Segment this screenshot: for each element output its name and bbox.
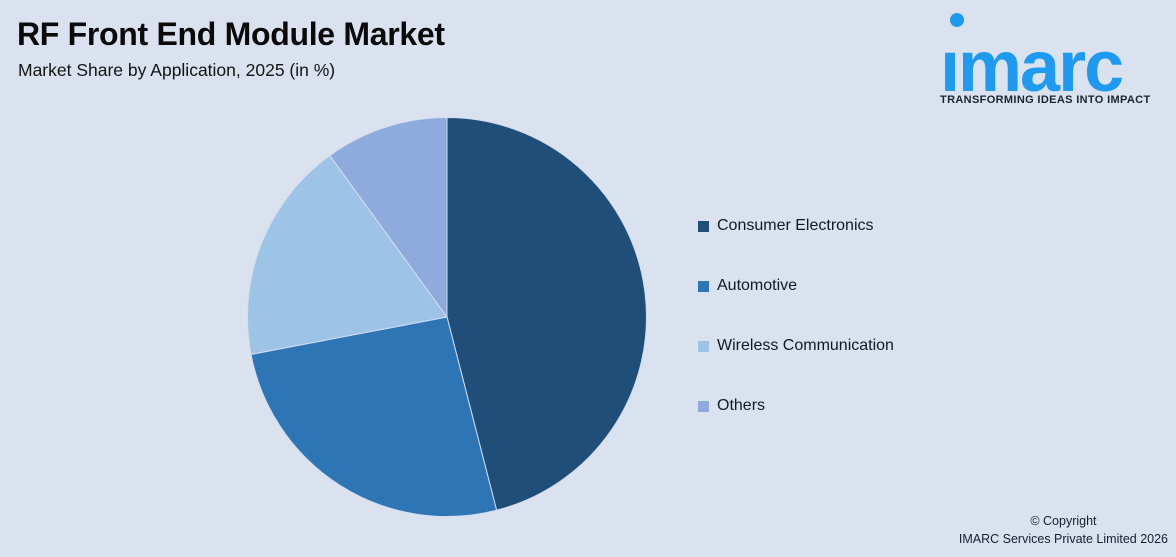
legend-swatch-icon: [698, 220, 709, 232]
legend-item-others: Others: [698, 396, 894, 416]
legend-item-wireless-communication: Wireless Communication: [698, 336, 894, 356]
pie-chart: [247, 116, 647, 517]
legend-label: Automotive: [717, 277, 798, 294]
pie-slice-consumer-electronics: [446, 116, 647, 511]
pie-chart-container: [247, 116, 647, 517]
copyright-line1: © Copyright: [1030, 513, 1097, 528]
legend-item-automotive: Automotive: [698, 276, 894, 296]
imarc-logo: ımarc TRANSFORMING IDEAS INTO IMPACT: [938, 6, 1170, 112]
legend-item-consumer-electronics: Consumer Electronics: [698, 216, 894, 236]
page-title: RF Front End Module Market: [17, 16, 445, 52]
pie-slice-wireless-communication: [247, 154, 448, 355]
chart-legend: Consumer Electronics Automotive Wireless…: [698, 216, 894, 416]
legend-label: Others: [717, 397, 766, 414]
page-subtitle: Market Share by Application, 2025 (in %): [18, 60, 336, 80]
copyright-line2: IMARC Services Private Limited 2026: [958, 531, 1168, 546]
logo-wordmark: ımarc: [940, 27, 1124, 107]
logo-i-dot-icon: [950, 13, 964, 27]
pie-slice-others: [329, 116, 448, 319]
copyright-notice: © Copyright IMARC Services Private Limit…: [959, 512, 1168, 548]
logo-tagline: TRANSFORMING IDEAS INTO IMPACT: [940, 94, 1151, 106]
pie-slice-automotive: [250, 316, 498, 517]
legend-label: Wireless Communication: [717, 337, 894, 354]
legend-swatch-icon: [698, 340, 709, 352]
legend-label: Consumer Electronics: [717, 217, 874, 234]
legend-swatch-icon: [698, 400, 709, 412]
legend-swatch-icon: [698, 280, 709, 292]
